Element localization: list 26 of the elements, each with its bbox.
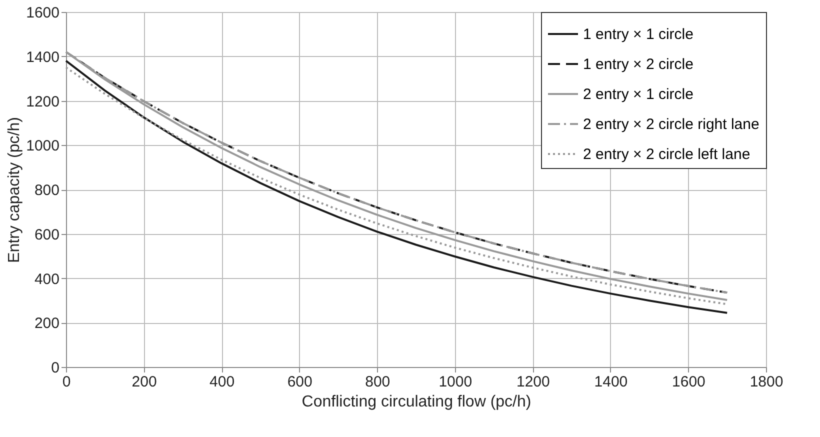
y-tick-label: 200 <box>34 315 60 332</box>
legend-label: 2 entry × 1 circle <box>583 86 694 103</box>
x-axis-title: Conflicting circulating flow (pc/h) <box>302 394 532 410</box>
y-tick-label: 600 <box>34 226 60 244</box>
legend-label: 2 entry × 2 circle left lane <box>583 146 750 163</box>
x-tick-label: 1000 <box>438 374 472 390</box>
y-tick-label: 1200 <box>26 93 60 110</box>
y-tick-label: 400 <box>34 270 60 288</box>
y-tick-label: 1400 <box>26 48 60 66</box>
legend-label: 1 entry × 1 circle <box>583 26 694 43</box>
x-tick-label: 1200 <box>516 374 550 390</box>
y-axis-title: Entry capacity (pc/h) <box>6 117 24 263</box>
y-tick-label: 0 <box>51 360 60 376</box>
y-tick-label: 800 <box>34 182 60 199</box>
x-tick-label: 0 <box>62 374 71 390</box>
legend-label: 1 entry × 2 circle <box>583 56 694 73</box>
x-tick-label: 800 <box>365 374 390 390</box>
y-tick-label: 1600 <box>26 4 60 22</box>
x-tick-label: 600 <box>287 374 312 390</box>
x-tick-label: 1400 <box>594 374 628 390</box>
x-tick-label: 200 <box>132 374 157 390</box>
x-tick-label: 1600 <box>672 374 706 390</box>
legend-label: 2 entry × 2 circle right lane <box>583 116 760 133</box>
x-tick-label: 1800 <box>750 374 784 390</box>
x-tick-label: 400 <box>210 374 235 390</box>
y-tick-label: 1000 <box>26 138 60 155</box>
